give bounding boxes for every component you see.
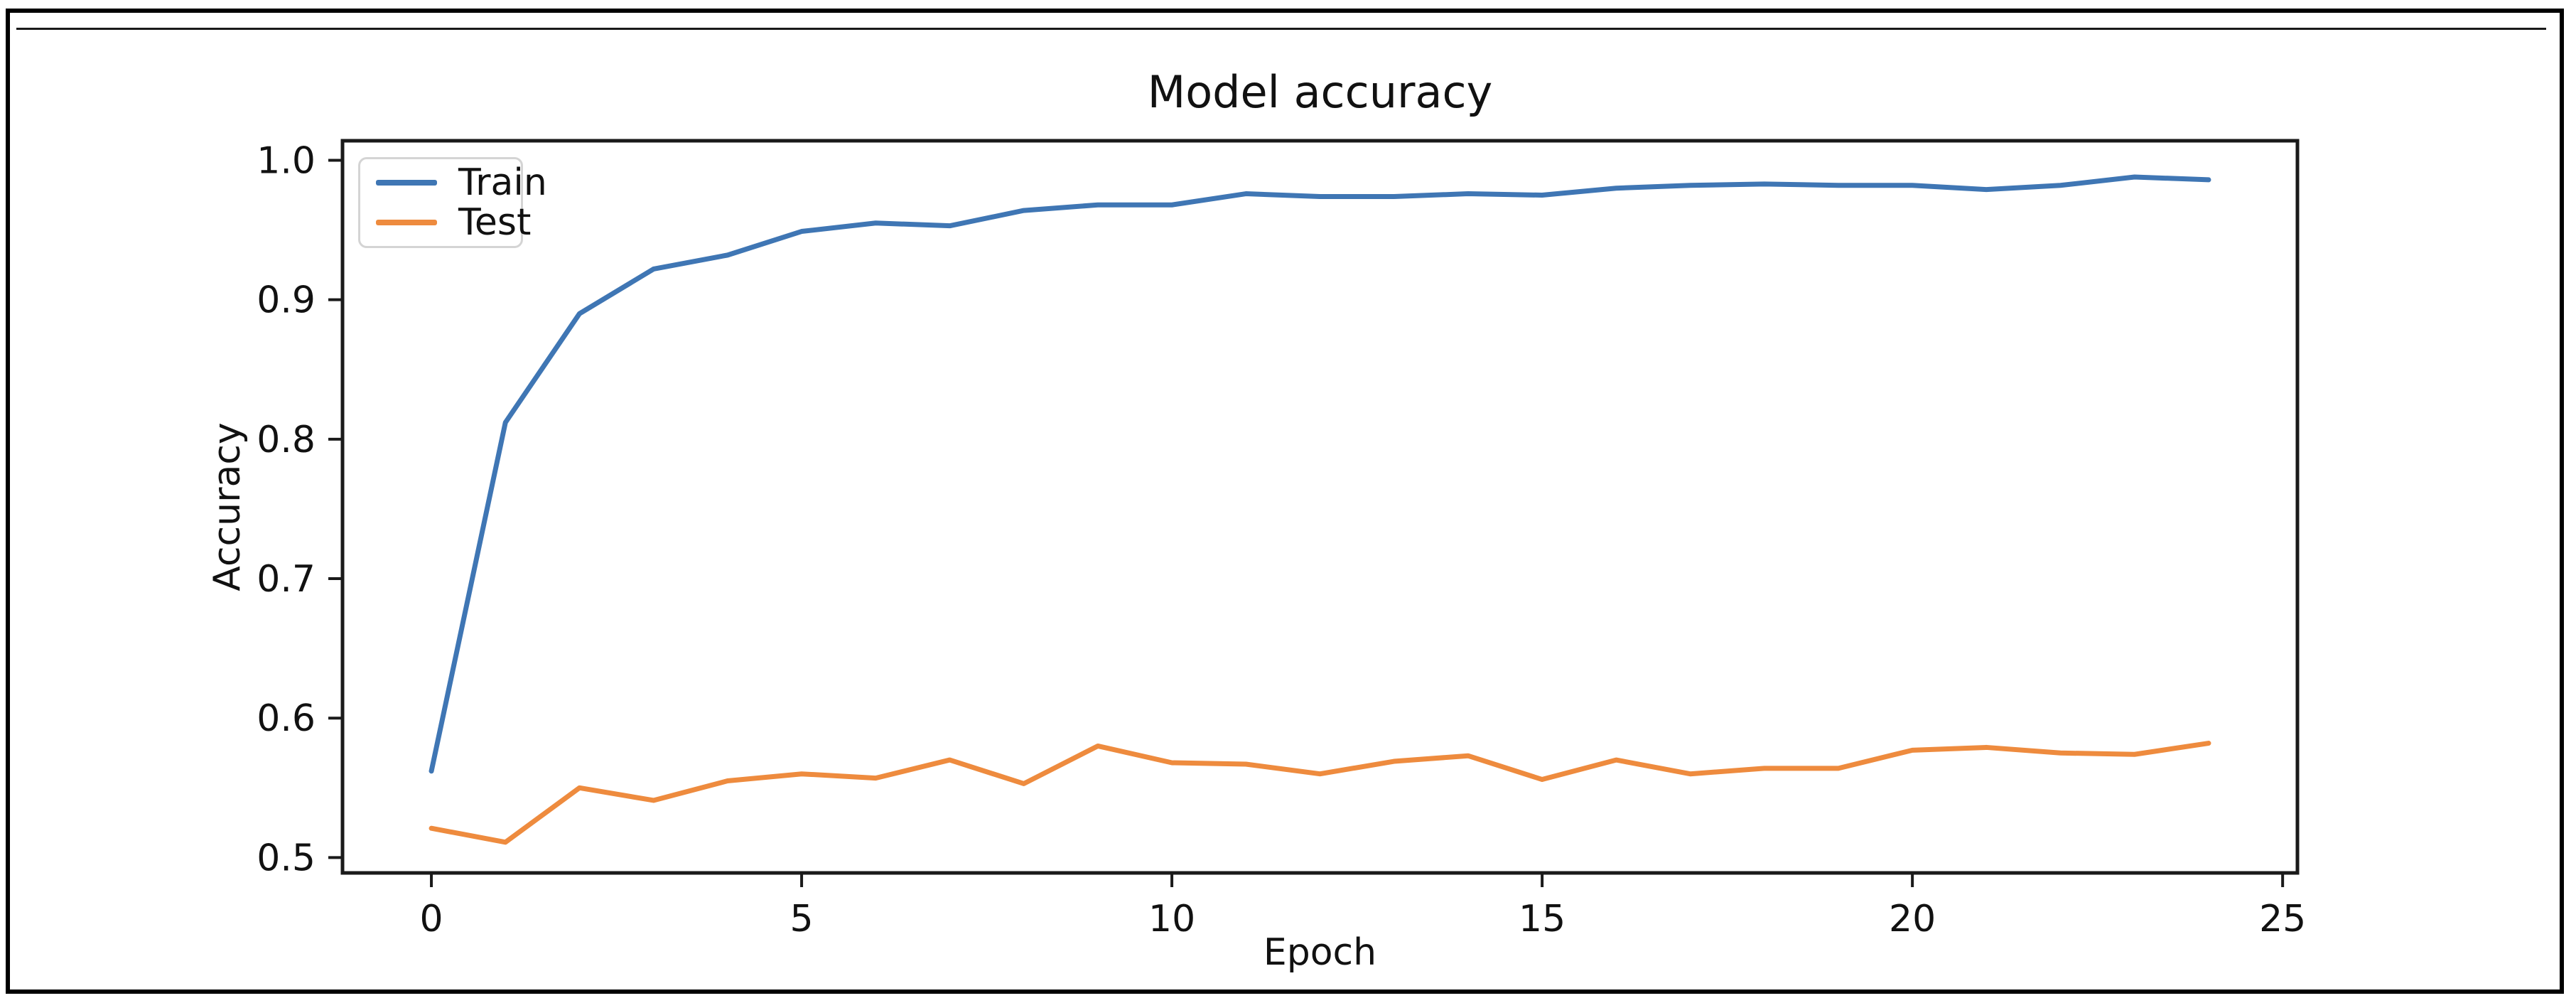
x-tick-label: 25 [2259,898,2306,940]
x-tick-label: 10 [1148,898,1195,940]
train-line-swatch [376,180,437,186]
y-tick-label: 0.7 [257,558,316,601]
legend-label-test: Test [458,201,532,244]
y-axis-label: Accuracy [206,422,249,591]
top-divider-rule [16,28,2546,30]
legend-label-train: Train [458,161,547,204]
x-tick-label: 5 [790,898,814,940]
chart-title: Model accuracy [1147,66,1493,118]
x-tick-label: 20 [1889,898,1936,940]
test-line-swatch [376,220,437,225]
test-line [429,741,2211,845]
y-tick-label: 0.8 [257,419,316,461]
y-tick-label: 1.0 [257,139,316,182]
legend-box: Train Test [358,157,547,248]
train-line [429,174,2211,774]
legend-entry-train: Train [360,163,547,202]
axes-spines [340,139,2300,875]
x-tick-label: 15 [1519,898,1565,940]
y-tick-label: 0.9 [257,279,316,322]
x-axis-label: Epoch [1263,931,1377,974]
legend-entry-test: Test [360,203,531,242]
y-tick-label: 0.5 [257,837,316,879]
x-tick-label: 0 [419,898,443,940]
y-tick-label: 0.6 [257,697,316,740]
